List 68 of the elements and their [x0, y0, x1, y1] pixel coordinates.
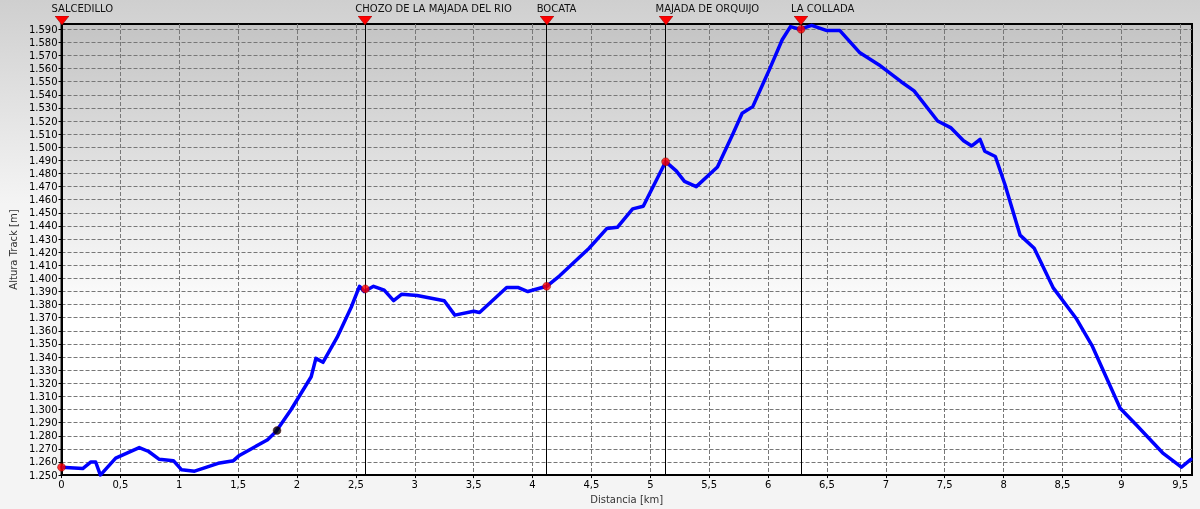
y-tick-label: 1.330: [28, 364, 58, 376]
y-tick-label: 1.320: [28, 377, 58, 389]
x-tick-label: 9,5: [1172, 478, 1189, 490]
y-tick-label: 1.490: [28, 154, 58, 166]
x-tick-label: 6: [764, 478, 772, 490]
y-tick-label: 1.370: [28, 312, 58, 324]
x-tick-label: 3,5: [465, 478, 482, 490]
x-tick-label: 5: [647, 478, 654, 490]
y-tick-label: 1.550: [28, 76, 58, 88]
y-tick-label: 1.480: [28, 167, 58, 179]
y-tick-label: 1.420: [28, 246, 58, 258]
x-tick-label: 0: [58, 478, 65, 490]
y-tick-label: 1.350: [28, 338, 58, 350]
y-tick-label: 1.450: [28, 207, 58, 219]
y-tick-label: 1.410: [28, 259, 58, 271]
y-tick-label: 1.430: [28, 233, 58, 245]
x-tick-label: 0,5: [112, 478, 129, 490]
y-tick-label: 1.590: [28, 23, 58, 35]
x-tick-label: 8,5: [1054, 478, 1071, 490]
point: [361, 284, 370, 294]
y-tick-label: 1.440: [28, 220, 58, 232]
x-tick-label: 9: [1118, 478, 1125, 490]
y-tick-label: 1.460: [28, 194, 58, 206]
y-tick-label: 1.570: [28, 49, 58, 61]
ref-line-label: BOCATA: [536, 2, 577, 14]
y-tick-label: 1.400: [28, 272, 58, 284]
x-tick-label: 1: [176, 478, 183, 490]
ref-line-label: LA COLLADA: [791, 2, 855, 14]
y-tick-label: 1.520: [28, 115, 58, 127]
x-tick-label: 5,5: [701, 478, 718, 490]
y-tick-label: 1.530: [28, 102, 58, 114]
ref-line-label: MAJADA DE ORQUIJO: [655, 2, 760, 14]
y-tick-label: 1.360: [28, 325, 58, 337]
y-tick-label: 1.470: [28, 181, 58, 193]
x-tick-label: 2: [293, 478, 301, 490]
y-tick-label: 1.580: [28, 36, 58, 48]
point: [542, 282, 551, 291]
y-axis-title: Altura Track [m]: [7, 209, 19, 290]
x-tick-label: 6,5: [819, 478, 835, 490]
ref-line-label: SALCEDILLO: [51, 2, 114, 14]
y-tick-label: 1.340: [28, 351, 58, 363]
x-tick-label: 4: [529, 478, 536, 490]
y-tick-label: 1.560: [28, 63, 58, 75]
x-tick-label: 7: [882, 478, 890, 490]
point: [57, 462, 66, 472]
y-tick-label: 1.260: [28, 456, 58, 468]
x-tick-label: 2,5: [347, 478, 364, 490]
x-axis-title: Distancia [km]: [590, 493, 664, 505]
y-tick-label: 1.290: [28, 417, 58, 429]
y-tick-label: 1.500: [28, 141, 58, 153]
x-tick-label: 8: [1000, 478, 1007, 490]
ref-line-label: CHOZO DE LA MAJADA DEL RIO: [355, 2, 512, 14]
point: [796, 25, 806, 34]
y-tick-label: 1.380: [28, 299, 58, 311]
x-tick-label: 4,5: [583, 478, 600, 490]
y-tick-label: 1.510: [28, 128, 58, 140]
x-tick-label: 7,5: [936, 478, 953, 490]
point: [661, 157, 670, 166]
y-tick-label: 1.310: [28, 390, 58, 402]
y-tick-label: 1.250: [28, 469, 58, 481]
y-tick-label: 1.270: [28, 443, 58, 455]
x-tick-label: 1,5: [230, 478, 247, 490]
y-tick-label: 1.300: [28, 404, 58, 416]
y-tick-label: 1.280: [28, 430, 58, 442]
y-tick-label: 1.390: [28, 286, 58, 298]
x-tick-label: 3: [411, 478, 418, 490]
point: [272, 426, 282, 435]
y-tick-label: 1.540: [28, 89, 58, 101]
